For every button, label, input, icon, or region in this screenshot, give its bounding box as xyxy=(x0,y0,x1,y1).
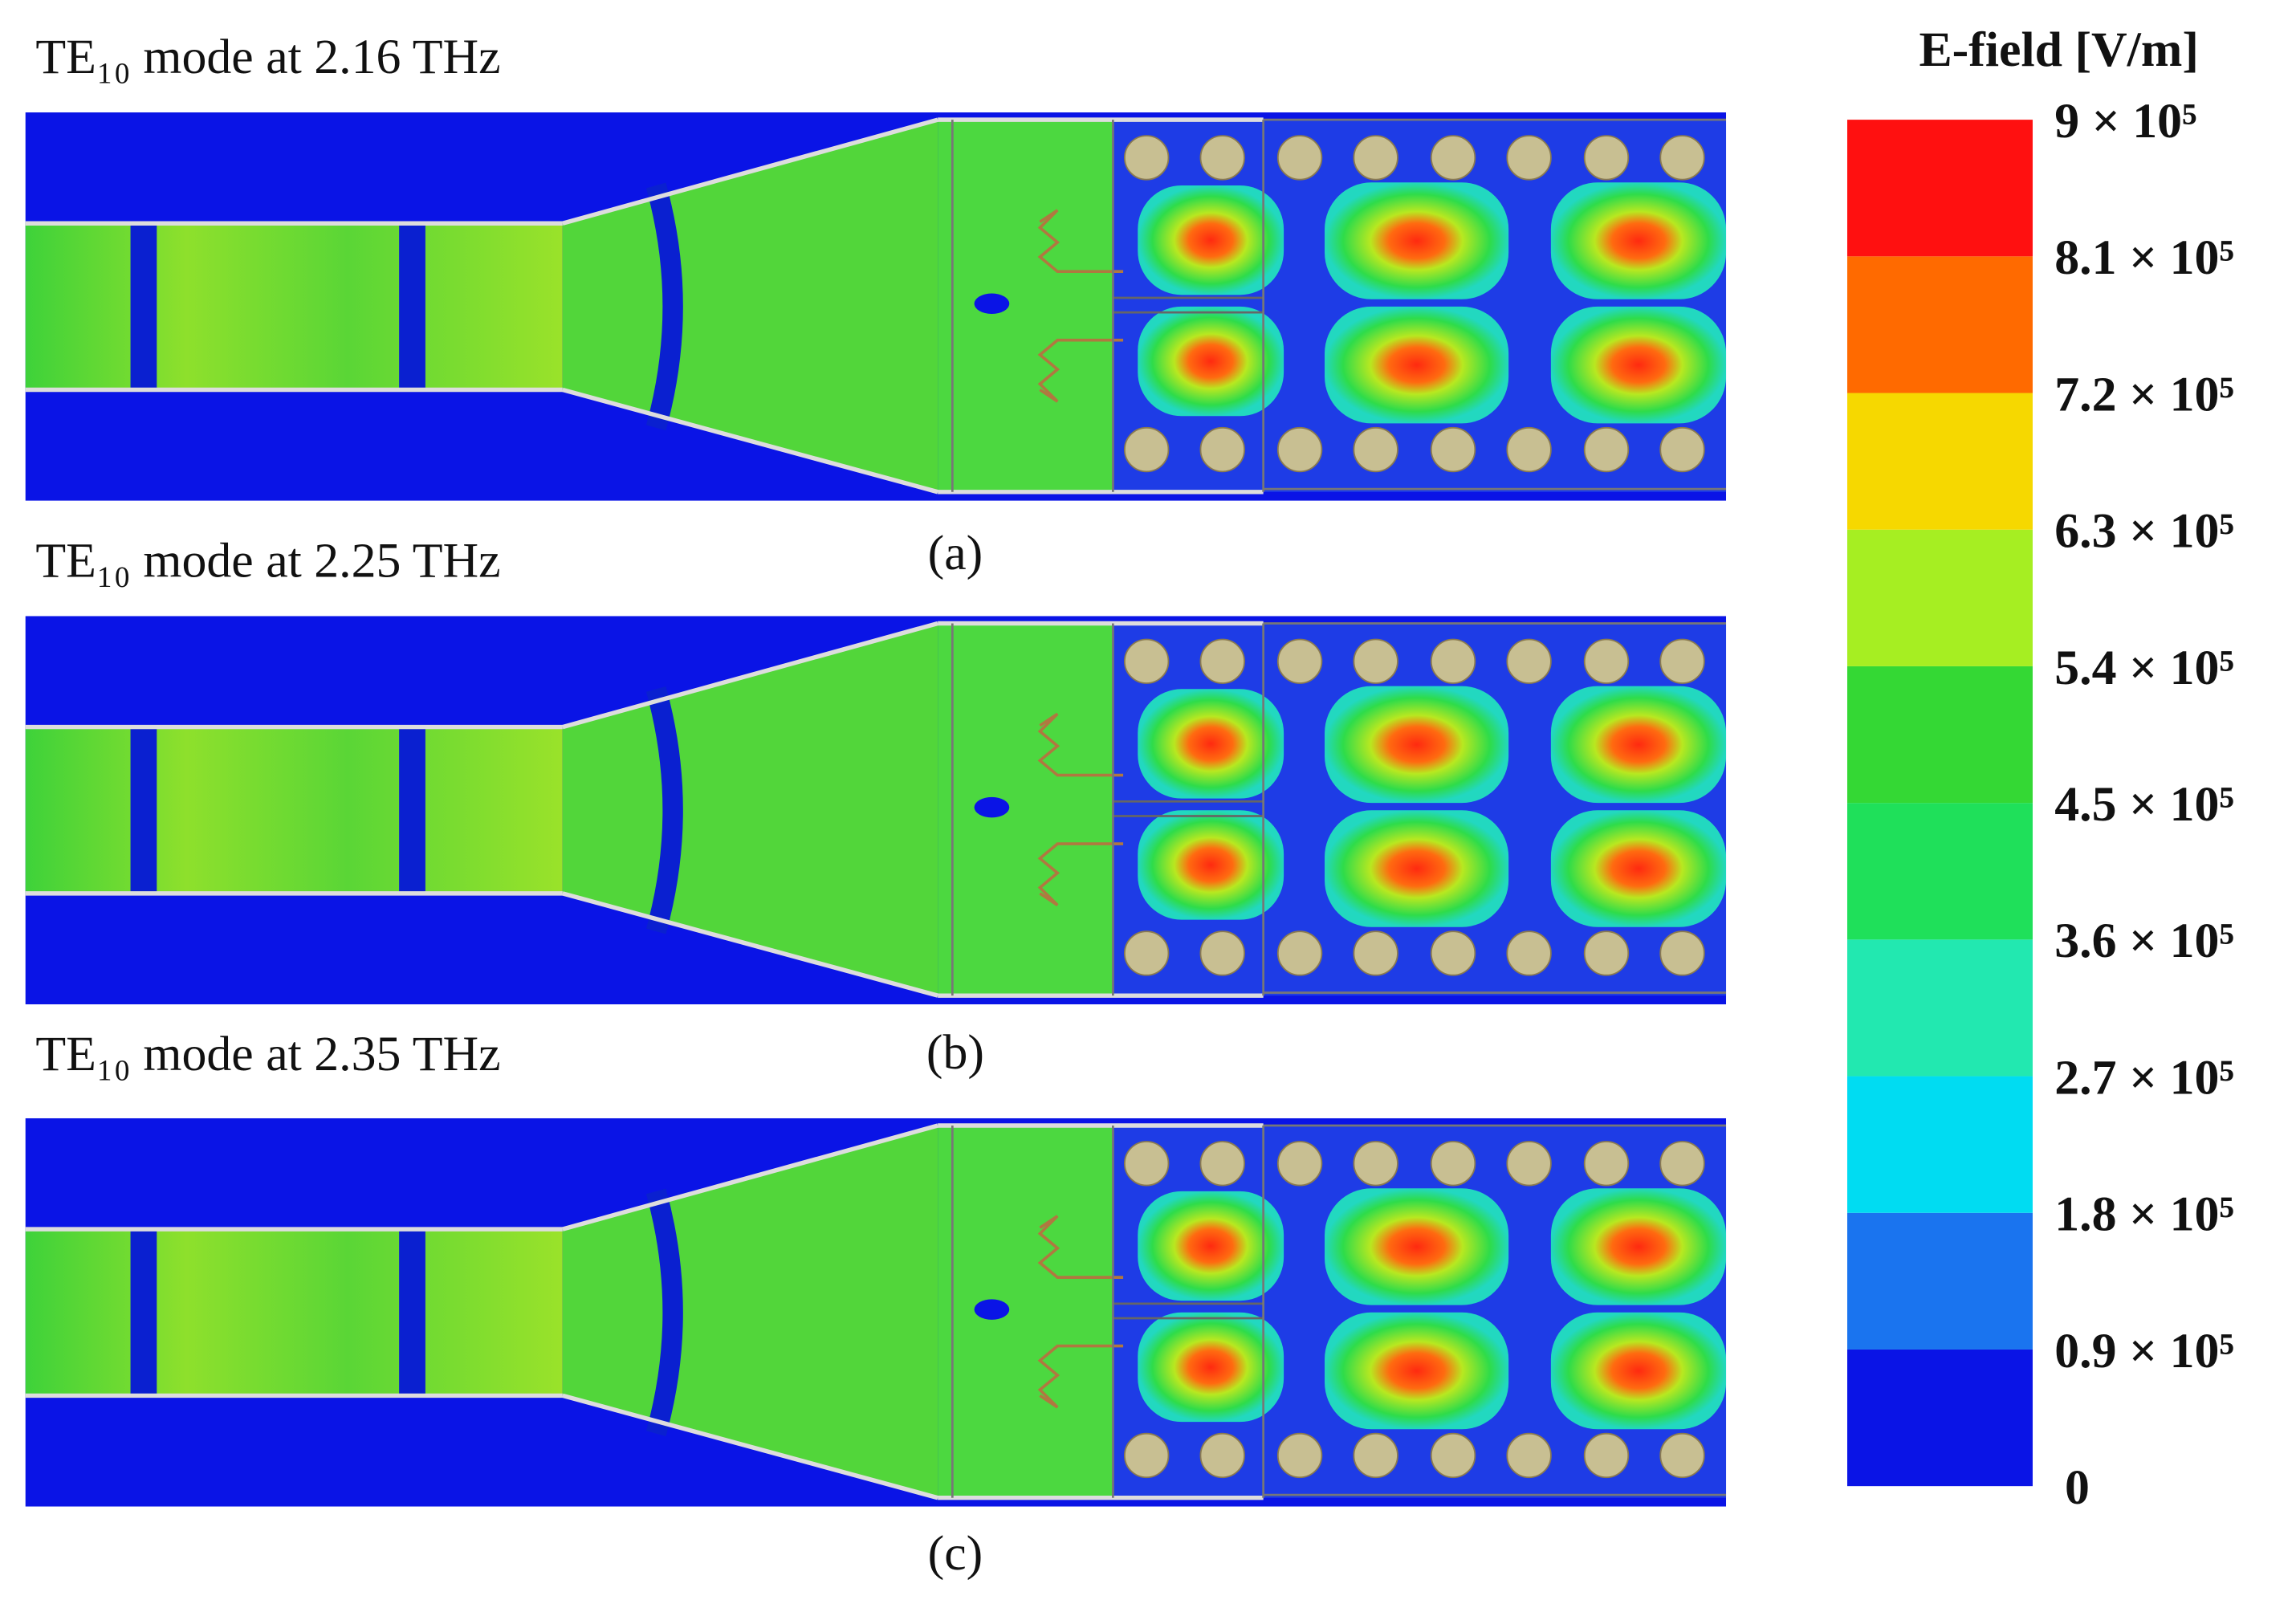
colorbar-tick-label: 8.1 × 10⁵ xyxy=(2054,230,2234,285)
panel-caption: (c) xyxy=(928,1526,983,1581)
colorbar-tick-label: 0.9 × 10⁵ xyxy=(2054,1324,2234,1378)
colorbar: 0 0.9 × 10⁵ 1.8 × 10⁵ 2.7 × 10⁵ 3.6 × 10⁵ 4.5… xyxy=(1847,94,2234,1515)
field-plot xyxy=(26,616,1726,1004)
panel-title: TE₁₀ mode at 2.35 THz xyxy=(35,1027,500,1081)
colorbar-tick-label: 9 × 10⁵ xyxy=(2054,94,2196,149)
panel-caption: (a) xyxy=(928,526,983,580)
colorbar-tick-label: 0 xyxy=(2065,1460,2090,1515)
field-plot xyxy=(26,1118,1726,1507)
colorbar-title: E-field [V/m] xyxy=(1919,22,2198,77)
field-plot xyxy=(26,112,1726,501)
colorbar-segment xyxy=(1847,1212,2033,1350)
colorbar-segment xyxy=(1847,256,2033,393)
colorbar-tick-label: 1.8 × 10⁵ xyxy=(2054,1187,2234,1242)
panel-title: TE₁₀ mode at 2.25 THz xyxy=(35,533,500,588)
colorbar-tick-label: 5.4 × 10⁵ xyxy=(2054,641,2234,695)
colorbar-segment xyxy=(1847,1076,2033,1213)
colorbar-segment xyxy=(1847,939,2033,1077)
colorbar-segment xyxy=(1847,1349,2033,1487)
colorbar-segment xyxy=(1847,120,2033,257)
colorbar-tick-label: 3.6 × 10⁵ xyxy=(2054,914,2234,968)
colorbar-tick-label: 4.5 × 10⁵ xyxy=(2054,777,2234,832)
colorbar-segment xyxy=(1847,803,2033,940)
colorbar-segment xyxy=(1847,666,2033,804)
colorbar-tick-label: 2.7 × 10⁵ xyxy=(2054,1050,2234,1105)
colorbar-tick-label: 6.3 × 10⁵ xyxy=(2054,504,2234,559)
colorbar-segment xyxy=(1847,529,2033,666)
panel-caption: (b) xyxy=(926,1025,984,1080)
colorbar-tick-label: 7.2 × 10⁵ xyxy=(2054,367,2234,421)
panel-title: TE₁₀ mode at 2.16 THz xyxy=(35,30,500,84)
colorbar-segment xyxy=(1847,393,2033,530)
